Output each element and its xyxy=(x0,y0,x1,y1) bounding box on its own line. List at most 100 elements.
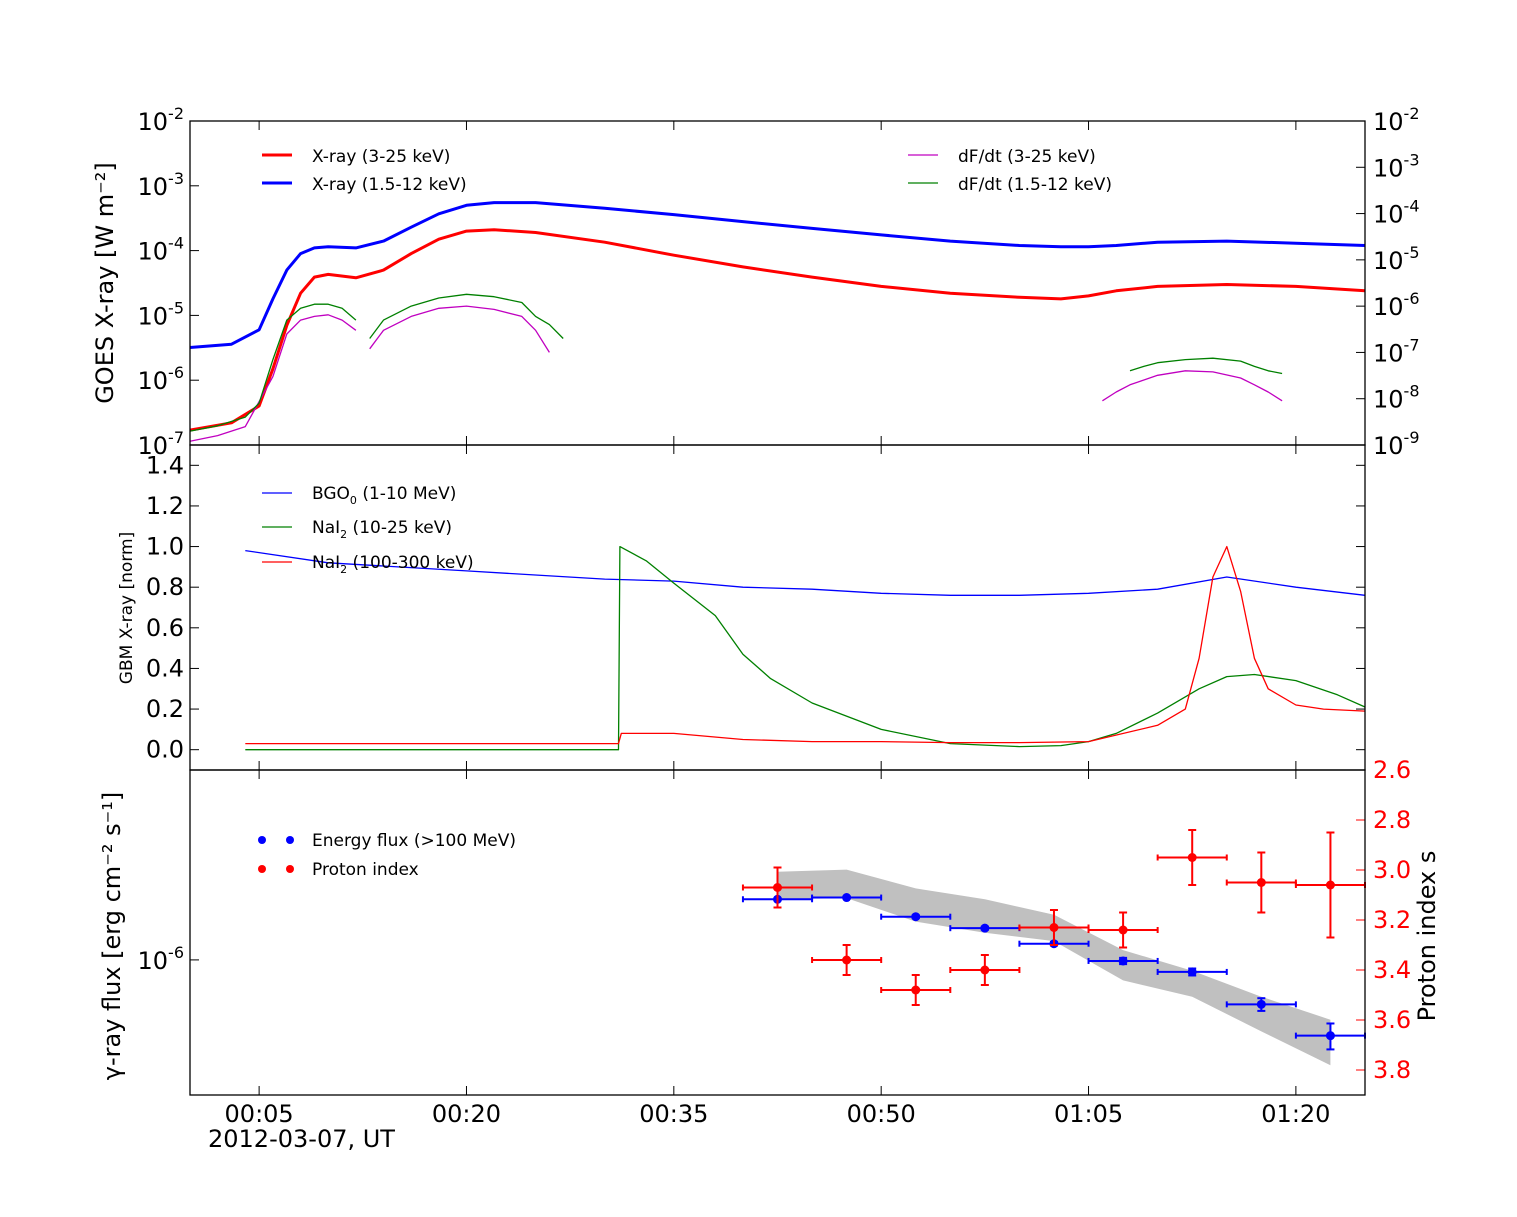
goes-left-tick-label-exp: -7 xyxy=(168,428,184,447)
proton-index-point xyxy=(911,985,921,995)
goes-right-tick-label: 10-5 xyxy=(1373,243,1420,275)
gbm-tick-label: 1.4 xyxy=(146,451,184,479)
goes-right-tick-label-exp: -4 xyxy=(1404,197,1420,216)
gbm-tick-label: 0.4 xyxy=(146,654,184,682)
legend-label-energy-flux: Energy flux (>100 MeV) xyxy=(312,831,516,851)
gamma-ticks: 10-6 2.6 2.8 3.0 3.2 3.4 3.6 3.8 xyxy=(138,756,1412,1084)
proton-index-point xyxy=(1187,853,1197,862)
x-tick-label: 01:20 xyxy=(1261,1100,1330,1128)
gbm-ticks: 0.0 0.2 0.4 0.6 0.8 1.0 1.2 1.4 xyxy=(146,451,1365,764)
legend-bgo0-name: BGO xyxy=(312,484,350,504)
goes-right-tick-label-exp: -5 xyxy=(1404,243,1420,262)
goes-left-tick-label: 10-4 xyxy=(138,234,185,266)
gamma-left-tick-label-exp: -6 xyxy=(168,943,184,962)
goes-panel: 10-710-610-510-410-310-210-910-810-710-6… xyxy=(91,104,1420,460)
proton-index-point xyxy=(980,965,990,975)
goes-right-tick-label: 10-4 xyxy=(1373,197,1420,229)
gamma-frame xyxy=(189,769,1366,1096)
energy-flux-point xyxy=(980,923,990,933)
legend-nai2-high-rest: (100-300 keV) xyxy=(347,553,473,573)
goes-right-tick-label-base: 10 xyxy=(1373,432,1404,460)
energy-flux-point xyxy=(1187,967,1197,977)
goes-left-tick-label-exp: -6 xyxy=(168,363,184,382)
goes-right-tick-label-exp: -9 xyxy=(1404,428,1420,447)
goes-series-line xyxy=(189,201,1366,349)
goes-right-tick-label-exp: -6 xyxy=(1404,289,1420,308)
goes-legend: X-ray (3-25 keV) X-ray (1.5-12 keV) dF/d… xyxy=(262,147,1112,195)
goes-left-tick-label-base: 10 xyxy=(138,238,169,266)
legend-label-proton-index: Proton index xyxy=(312,860,419,880)
goes-right-tick-label-exp: -3 xyxy=(1404,150,1420,169)
gbm-panel: 0.0 0.2 0.4 0.6 0.8 1.0 1.2 1.4 BGO0 (1-10 MeV)… xyxy=(117,451,1366,764)
legend-marker-proton-index-b xyxy=(286,865,294,873)
gbm-series xyxy=(245,545,1366,751)
legend-nai2-low-sub: 2 xyxy=(340,528,347,541)
goes-left-tick-label: 10-7 xyxy=(138,428,185,460)
proton-index-point xyxy=(1049,923,1059,932)
legend-marker-proton-index-a xyxy=(258,865,266,873)
gamma-panel: 10-6 2.6 2.8 3.0 3.2 3.4 3.6 3.8 Energy flux (>… xyxy=(98,756,1441,1084)
gbm-tick-label: 1.0 xyxy=(146,533,184,561)
goes-series-line xyxy=(1102,370,1283,402)
goes-right-tick-label-exp: -2 xyxy=(1404,104,1420,123)
goes-series-line xyxy=(189,303,357,432)
gbm-tick-label: 1.2 xyxy=(146,492,184,520)
proton-index-tick-label: 3.2 xyxy=(1373,906,1411,934)
gbm-tick-label: 0.0 xyxy=(146,736,184,764)
legend-label-dfdt-3-25: dF/dt (3-25 keV) xyxy=(958,147,1096,167)
x-tick-label: 00:05 xyxy=(225,1100,294,1128)
goes-right-tick-label: 10-7 xyxy=(1373,335,1420,367)
legend-marker-energy-flux-a xyxy=(258,836,266,844)
gamma-left-tick-label: 10-6 xyxy=(138,943,185,975)
goes-left-tick-label-base: 10 xyxy=(138,108,169,136)
goes-left-tick-label: 10-6 xyxy=(138,363,185,395)
proton-index-point xyxy=(842,955,852,965)
energy-flux-point xyxy=(911,912,921,922)
gbm-series-line xyxy=(245,549,1366,596)
legend-label-xray-3-25: X-ray (3-25 keV) xyxy=(312,147,450,167)
goes-right-tick-label-base: 10 xyxy=(1373,108,1404,136)
proton-index-tick-label: 2.6 xyxy=(1373,756,1411,784)
goes-left-tick-label-base: 10 xyxy=(138,367,169,395)
goes-y-axis-label: GOES X-ray [W m⁻²] xyxy=(91,162,119,404)
goes-left-tick-label-base: 10 xyxy=(138,432,169,460)
energy-flux-point xyxy=(842,893,852,903)
goes-left-tick-label-exp: -5 xyxy=(168,298,184,317)
proton-index-point xyxy=(773,883,782,892)
goes-series-line xyxy=(189,228,1366,432)
gamma-left-tick-label-base: 10 xyxy=(138,947,169,975)
goes-right-tick-label-base: 10 xyxy=(1373,247,1404,275)
energy-flux-point xyxy=(1325,1031,1335,1041)
legend-label-bgo0: BGO0 (1-10 MeV) xyxy=(312,484,456,507)
legend-bgo0-sub: 0 xyxy=(350,494,357,507)
goes-right-tick-label-base: 10 xyxy=(1373,386,1404,414)
goes-left-tick-label-exp: -4 xyxy=(168,234,184,253)
proton-index-point xyxy=(1256,878,1266,887)
gbm-tick-label: 0.8 xyxy=(146,573,184,601)
goes-left-tick-label: 10-2 xyxy=(138,104,185,136)
x-tick-label: 00:20 xyxy=(432,1100,501,1128)
x-tick-label: 00:50 xyxy=(847,1100,916,1128)
goes-left-tick-label: 10-5 xyxy=(138,298,185,330)
goes-left-tick-label-base: 10 xyxy=(138,173,169,201)
goes-right-tick-label: 10-6 xyxy=(1373,289,1420,321)
goes-left-tick-label: 10-3 xyxy=(138,169,185,201)
goes-right-tick-label-base: 10 xyxy=(1373,293,1404,321)
legend-label-nai2-low: NaI2 (10-25 keV) xyxy=(312,518,452,541)
goes-left-tick-label-base: 10 xyxy=(138,302,169,330)
gamma-series xyxy=(741,829,1366,1066)
goes-right-tick-label: 10-8 xyxy=(1373,382,1420,414)
legend-nai2-low-rest: (10-25 keV) xyxy=(347,518,452,538)
goes-series-line xyxy=(1129,357,1283,375)
legend-bgo0-rest: (1-10 MeV) xyxy=(357,484,456,504)
x-axis-date-label: 2012-03-07, UT xyxy=(208,1125,395,1153)
proton-index-y-axis-label: Proton index s xyxy=(1413,851,1441,1022)
x-axis-ticks: 00:05 00:20 00:35 00:50 01:05 01:20 xyxy=(225,121,1330,1128)
goes-left-tick-label-exp: -3 xyxy=(168,169,184,188)
goes-right-tick-label: 10-3 xyxy=(1373,150,1420,182)
proton-index-tick-label: 3.4 xyxy=(1373,956,1411,984)
gbm-series-line xyxy=(245,545,1366,745)
proton-index-point xyxy=(1325,880,1335,890)
goes-series-line xyxy=(189,314,357,442)
